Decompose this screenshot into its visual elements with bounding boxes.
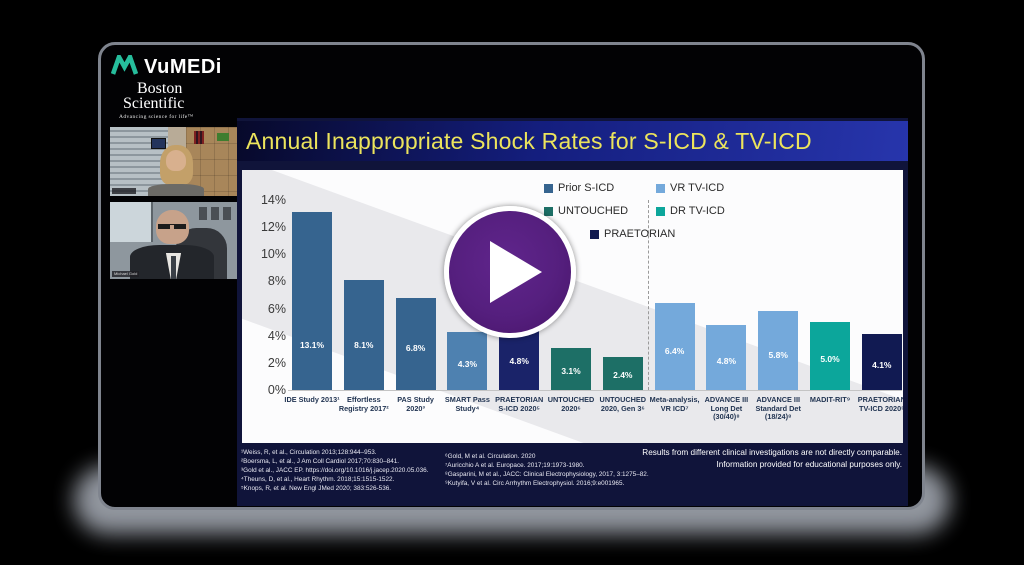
boston-scientific-tagline: Advancing science for life™ [119,114,194,120]
bar-11: 5.0% [810,322,850,390]
bar-7: 2.4% [602,357,643,390]
window [110,202,154,243]
bar-2: 8.1% [343,280,384,390]
bar-value-label: 4.3% [457,358,478,369]
x-axis-label: ADVANCE III Long Det (30/40)⁸ [704,395,749,422]
bar-1: 13.1% [292,212,332,390]
x-axis-line [288,390,902,391]
x-axis-label: UNTOUCHED 2020⁶ [547,395,595,413]
slide-title: Annual Inappropriate Shock Rates for S-I… [246,128,812,154]
footnotes-left: ¹Weiss, R, et al., Circulation 2013;128:… [241,449,428,494]
y-tick-label: 2% [267,355,286,370]
y-tick-label: 12% [260,220,286,235]
speaker-1-body [148,183,204,196]
x-axis-label: SMART Pass Study⁴ [444,395,490,413]
bar-8: 6.4% [654,303,695,390]
bar-value-label: 8.1% [354,339,374,350]
footnote-line: ⁷Auricchio A et al. Europace. 2017;19:19… [445,461,585,469]
x-axis-label: UNTOUCHED 2020, Gen 3⁶ [599,395,647,413]
footnote-line: ⁸Gasparini, M et al., JACC: Clinical Ele… [445,470,649,478]
chart-section-divider [648,200,649,390]
bar-4: 4.3% [447,331,488,390]
boston-scientific-line1: Boston [137,80,183,97]
vumedi-logo-icon [110,51,139,80]
legend-item: PRAETORIAN [590,228,675,240]
legend-swatch-icon [544,183,553,193]
legend-item: Prior S-ICD [544,182,614,194]
bar-10: 5.8% [758,311,799,390]
speaker-2-tie [170,255,177,279]
chart-area: 0% 2% 4% 6% 8% 10% 12% 14% 13.1% 8.1% 6.8% 4.3% 4.8… [242,170,903,443]
y-tick-label: 8% [267,274,286,289]
legend-label: Prior S-ICD [558,182,615,194]
legend-item: DR TV-ICD [656,205,725,217]
speaker-1-face [165,150,187,172]
wall-picture [150,138,166,150]
footnote-line: ³Gold et al., JACC EP. https://doi.org/1… [241,466,429,474]
bar-6: 3.1% [551,347,591,390]
bar-value-label: 6.8% [405,343,426,354]
boston-scientific-logo: Boston Scientific Advancing science for … [119,80,222,121]
legend-label: PRAETORIAN [604,228,676,240]
footnote-line: ²Boersma, L, et al., J Am Coll Cardiol 2… [241,457,400,465]
footnotes-middle: ⁶Gold, M et al. Circulation. 2020 ⁷Auricc… [445,453,649,489]
x-axis-label: Meta-analysis, VR ICD⁷ [649,395,700,413]
legend-swatch-icon [656,206,665,216]
y-tick-label: 10% [260,247,286,262]
footnote-line: ⁵Knops, R, et al. New Engl JMed 2020; 38… [241,484,392,492]
speaker-2-name-label: Michael Gold [112,271,140,277]
speaker-2-glasses [158,223,187,229]
bar-value-label: 5.0% [820,354,840,365]
x-axis-label: MADIT-RIT⁹ [809,395,851,404]
bar-value-label: 3.1% [561,366,581,377]
y-tick-label: 14% [260,193,286,207]
boston-scientific-line2: Scientific [123,95,185,112]
footnote-line: ⁶Gold, M et al. Circulation. 2020 [445,453,536,460]
x-axis-label: IDE Study 2013¹ [284,395,340,404]
footnote-line: ⁴Theuns, D, et al., Heart Rhythm. 2018;1… [241,475,395,483]
x-axis-label: PAS Study 2020³ [397,395,434,413]
bar-12: 4.1% [861,334,902,390]
bar-value-label: 4.8% [716,355,737,366]
bar-value-label: 4.1% [872,359,892,370]
presentation-slide: Annual Inappropriate Shock Rates for S-I… [237,118,908,506]
footnote-line: ¹Weiss, R, et al., Circulation 2013;128:… [241,449,377,456]
bar-9: 4.8% [706,324,747,390]
x-axis-label: Effortless Registry 2017² [338,395,389,413]
slide-title-bar: Annual Inappropriate Shock Rates for S-I… [237,121,908,161]
shelf-box [216,132,230,141]
books [193,131,204,144]
bar-value-label: 5.8% [768,349,788,360]
speaker-1-name-label [112,188,136,194]
x-axis-label: ADVANCE III Standard Det (18/24)⁸ [755,395,801,422]
legend-swatch-icon [544,206,553,216]
bar-3: 6.8% [395,297,436,390]
x-axis-label: PRAETORIAN TV-ICD 2020⁵ [857,395,903,413]
legend-item: VR TV-ICD [656,182,724,194]
legend-label: DR TV-ICD [670,205,725,217]
y-tick-label: 6% [267,301,286,316]
legend-label: UNTOUCHED [558,205,629,217]
footnote-line: ⁹Kutyifa, V et al. Circ Arrhythm Electro… [445,479,625,487]
y-tick-label: 4% [267,328,286,343]
webcam-tile-speaker-1 [110,127,237,196]
bar-value-label: 6.4% [664,345,685,356]
play-icon [490,241,542,303]
legend-swatch-icon [590,229,599,239]
play-button[interactable] [444,206,576,338]
bar-value-label: 4.8% [509,355,529,366]
disclaimer-text: Results from different clinical investig… [642,448,902,469]
webcam-tile-speaker-2: Michael Gold [110,202,237,279]
y-tick-label: 0% [267,383,286,397]
vumedi-wordmark: VuMEDi [144,56,222,78]
branding-block: VuMEDi Boston Scientific Advancing scien… [110,51,222,121]
legend-item: UNTOUCHED [544,205,628,217]
legend-label: VR TV-ICD [670,182,725,194]
x-axis-label: PRAETORIAN S-ICD 2020⁵ [495,395,544,413]
bar-value-label: 13.1% [299,339,325,350]
legend-swatch-icon [656,183,665,193]
wall-frames [198,206,232,221]
bar-value-label: 2.4% [613,370,633,381]
